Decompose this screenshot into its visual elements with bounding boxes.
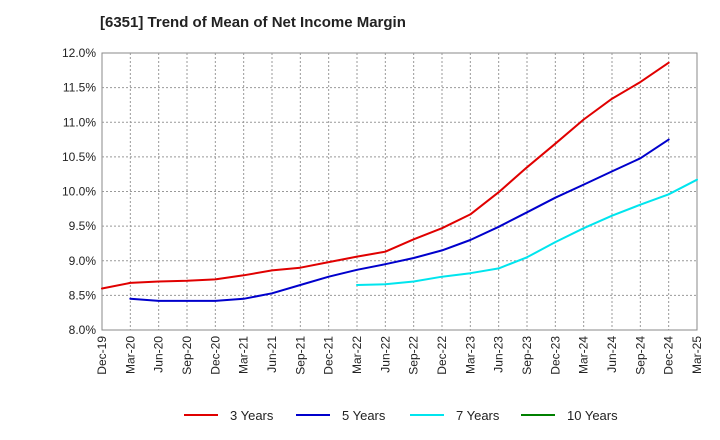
line-chart: Dec-19 Mar-20 Jun-20 Sep-20 Dec-20 Mar-21 Jun-…: [62, 46, 704, 375]
legend-item: 7 Years: [410, 404, 499, 426]
y-tick-label: 8.0%: [69, 323, 97, 337]
y-tick-label: 9.0%: [69, 254, 97, 268]
y-tick-label: 10.0%: [62, 185, 96, 199]
y-tick-label: 10.5%: [62, 150, 96, 164]
y-tick-label: 11.5%: [63, 81, 96, 95]
x-tick-label: Sep-22: [407, 336, 421, 375]
x-tick-label: Sep-24: [633, 336, 647, 375]
x-tick-label: Mar-22: [350, 336, 364, 374]
x-tick-label: Jun-23: [492, 336, 506, 373]
x-tick-label: Dec-19: [95, 336, 109, 375]
x-tick-label: Mar-24: [577, 336, 591, 374]
series-layer: [101, 61, 698, 302]
legend-swatch: [184, 414, 218, 416]
legend-label: 5 Years: [342, 407, 386, 423]
x-tick-label: Mar-21: [237, 336, 251, 374]
x-tick-label: Dec-21: [322, 336, 336, 375]
legend-item: 10 Years: [521, 404, 618, 426]
x-tick-label: Dec-22: [435, 336, 449, 375]
legend-label: 7 Years: [456, 407, 500, 423]
legend: 3 Years 5 Years 7 Years 10 Years: [0, 404, 720, 426]
y-tick-label: 9.5%: [69, 219, 97, 233]
x-tick-label: Sep-23: [520, 336, 534, 375]
x-tick-label: Mar-23: [463, 336, 477, 374]
x-tick-label: Sep-20: [180, 336, 194, 375]
chart-title: [6351] Trend of Mean of Net Income Margi…: [100, 14, 406, 31]
x-tick-label: Dec-24: [662, 336, 676, 375]
legend-label: 10 Years: [567, 407, 618, 423]
series-line-7-years: [356, 178, 698, 286]
legend-label: 3 Years: [230, 407, 274, 423]
x-tick-label: Jun-22: [378, 336, 392, 373]
y-tick-label: 11.0%: [63, 115, 96, 129]
y-tick-label: 12.0%: [62, 46, 96, 60]
y-tick-label: 8.5%: [69, 288, 97, 302]
legend-swatch: [296, 414, 330, 416]
legend-swatch: [410, 414, 444, 416]
legend-item: 3 Years: [184, 404, 273, 426]
x-tick-label: Dec-23: [548, 336, 562, 375]
x-tick-label: Jun-20: [152, 336, 166, 373]
x-tick-label: Jun-21: [265, 336, 279, 373]
x-tick-label: Sep-21: [293, 336, 307, 375]
x-tick-label: Mar-20: [123, 336, 137, 374]
x-tick-label: Jun-24: [605, 336, 619, 373]
series-line-5-years: [129, 138, 670, 302]
series-line-3-years: [101, 61, 670, 290]
x-tick-label: Dec-20: [208, 336, 222, 375]
legend-swatch: [521, 414, 555, 416]
legend-item: 5 Years: [296, 404, 385, 426]
axes: Dec-19 Mar-20 Jun-20 Sep-20 Dec-20 Mar-21 Jun-…: [62, 46, 704, 375]
x-tick-label: Mar-25: [690, 336, 704, 374]
